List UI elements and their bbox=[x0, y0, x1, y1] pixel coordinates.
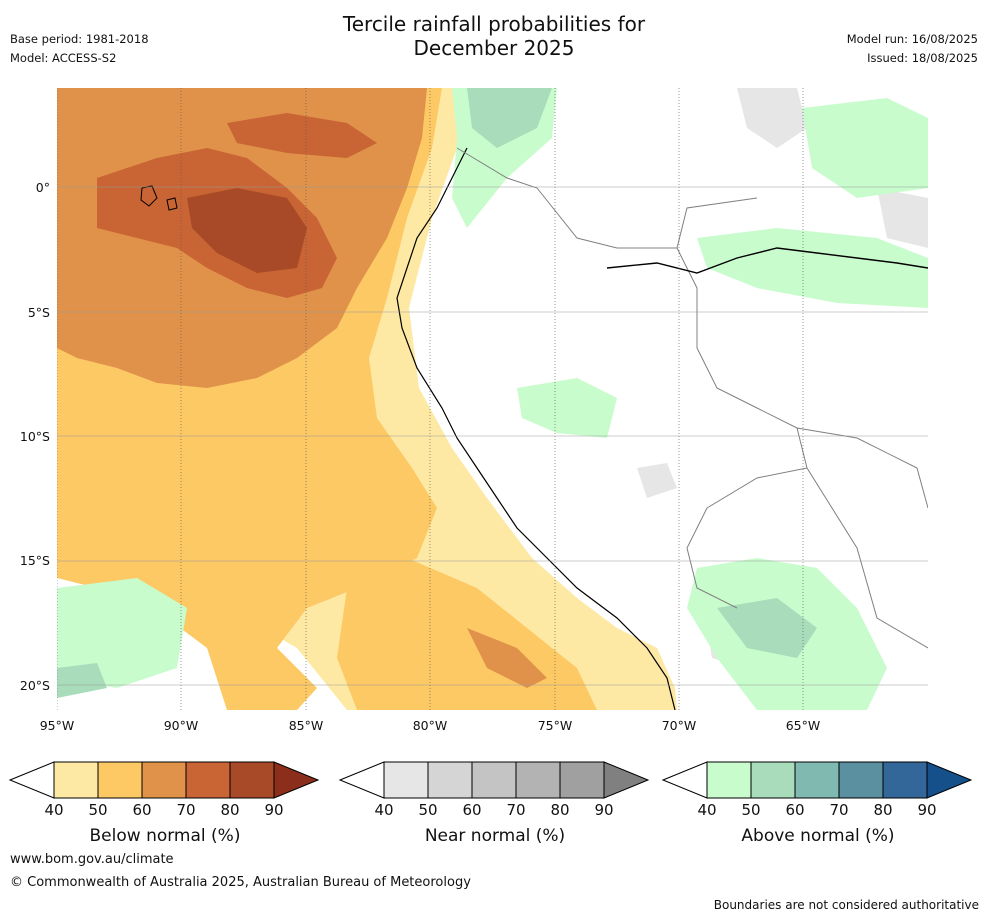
lon-label-70w: 70°W bbox=[661, 718, 697, 733]
below-normal-90-field bbox=[187, 188, 307, 273]
near-normal-patch-ne bbox=[737, 88, 807, 148]
lat-label-10s: 10°S bbox=[19, 429, 50, 444]
title-line-2: December 2025 bbox=[413, 36, 575, 60]
below-normal-70-patch-south bbox=[467, 628, 547, 688]
cb-near-tick-90: 90 bbox=[594, 801, 614, 819]
amazon-river bbox=[606, 247, 928, 274]
lon-label-80w: 80°W bbox=[412, 718, 448, 733]
graticule bbox=[57, 88, 928, 710]
country-borders bbox=[456, 147, 928, 649]
colorbar-below-normal bbox=[8, 761, 320, 799]
lat-label-15s: 15°S bbox=[19, 553, 50, 568]
lat-label-5s: 5°S bbox=[27, 305, 50, 320]
lon-label-65w: 65°W bbox=[785, 718, 821, 733]
probability-map bbox=[57, 88, 928, 710]
cb-above-tick-60: 60 bbox=[785, 801, 805, 819]
near-normal-patch-e bbox=[877, 188, 928, 248]
issued-date: Issued: 18/08/2025 bbox=[867, 51, 978, 65]
title-line-1: Tercile rainfall probabilities for bbox=[342, 12, 646, 36]
near-normal-patch-central bbox=[637, 463, 677, 498]
cb-near-tick-60: 60 bbox=[462, 801, 482, 819]
cb-near-tick-40: 40 bbox=[374, 801, 394, 819]
colorbar-near-normal bbox=[338, 761, 650, 799]
lon-label-75w: 75°W bbox=[537, 718, 573, 733]
cb-below-tick-80: 80 bbox=[220, 801, 240, 819]
cb-above-tick-40: 40 bbox=[697, 801, 717, 819]
cb-below-tick-90: 90 bbox=[264, 801, 284, 819]
cb-near-tick-50: 50 bbox=[418, 801, 438, 819]
above-normal-sw bbox=[57, 578, 187, 688]
cb-above-label: Above normal (%) bbox=[741, 826, 895, 846]
cb-below-label: Below normal (%) bbox=[89, 826, 241, 846]
above-normal-amazon bbox=[697, 228, 928, 308]
above-normal-se-60 bbox=[717, 598, 817, 658]
cb-near-label: Near normal (%) bbox=[424, 826, 566, 846]
copyright-notice: © Commonwealth of Australia 2025, Austra… bbox=[10, 875, 471, 890]
lon-label-85w: 85°W bbox=[288, 718, 324, 733]
model-run: Model run: 16/08/2025 bbox=[846, 32, 978, 46]
colorbars bbox=[8, 761, 973, 799]
model-name: Model: ACCESS-S2 bbox=[10, 51, 117, 65]
cb-below-tick-50: 50 bbox=[88, 801, 108, 819]
above-normal-north-60 bbox=[467, 88, 552, 148]
cb-below-tick-40: 40 bbox=[44, 801, 64, 819]
lon-label-95w: 95°W bbox=[39, 718, 75, 733]
cb-near-tick-80: 80 bbox=[550, 801, 570, 819]
below-normal-80-patch-north bbox=[227, 113, 377, 158]
map-title: Tercile rainfall probabilities for Decem… bbox=[0, 12, 988, 60]
above-normal-sw-60 bbox=[57, 663, 107, 698]
boundary-disclaimer: Boundaries are not considered authoritat… bbox=[713, 898, 979, 912]
cb-below-tick-60: 60 bbox=[132, 801, 152, 819]
cb-above-tick-70: 70 bbox=[829, 801, 849, 819]
lon-label-90w: 90°W bbox=[163, 718, 199, 733]
lat-label-20s: 20°S bbox=[19, 678, 50, 693]
above-normal-central bbox=[517, 378, 617, 438]
bom-url: www.bom.gov.au/climate bbox=[10, 852, 174, 867]
cb-above-tick-80: 80 bbox=[873, 801, 893, 819]
colorbar-above-normal bbox=[661, 761, 973, 799]
cb-above-tick-50: 50 bbox=[741, 801, 761, 819]
cb-below-tick-70: 70 bbox=[176, 801, 196, 819]
cb-above-tick-90: 90 bbox=[917, 801, 937, 819]
coastline bbox=[396, 147, 676, 710]
meta-left: Base period: 1981-2018 Model: ACCESS-S2 bbox=[10, 30, 149, 68]
galapagos-islands bbox=[140, 185, 178, 211]
above-normal-ne bbox=[802, 98, 928, 198]
cb-near-tick-70: 70 bbox=[506, 801, 526, 819]
meta-right: Model run: 16/08/2025 Issued: 18/08/2025 bbox=[847, 30, 978, 68]
base-period: Base period: 1981-2018 bbox=[10, 32, 149, 46]
lat-label-0: 0° bbox=[35, 180, 50, 195]
